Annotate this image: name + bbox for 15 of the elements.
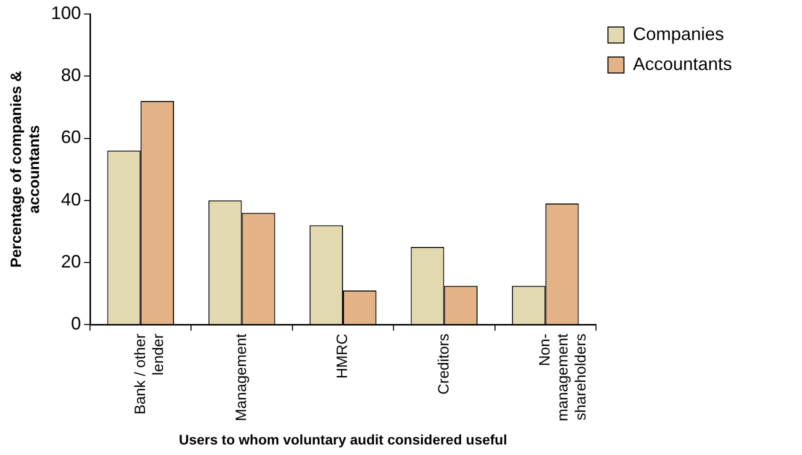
y-tick-label: 60: [61, 127, 82, 148]
y-tick-label: 0: [71, 314, 82, 334]
y-tick-label: 100: [50, 2, 82, 23]
y-tick-label: 20: [61, 251, 82, 272]
legend-label: Accountants: [632, 54, 732, 74]
y-axis-title: Percentage of companies & accountants: [8, 70, 44, 268]
x-tick-label: Creditors: [435, 334, 452, 395]
y-tick-label: 40: [61, 189, 82, 210]
x-tick-label: HMRC: [334, 333, 352, 379]
x-tick-label: Management: [232, 332, 250, 422]
x-axis-title: Users to whom voluntary audit considered useful: [178, 431, 508, 448]
legend-label: Companies: [632, 24, 724, 44]
x-tick-label: Bank / other lender: [132, 334, 167, 415]
y-tick-label: 80: [61, 65, 82, 86]
x-tick-label: Non-management shareholders: [536, 332, 590, 422]
